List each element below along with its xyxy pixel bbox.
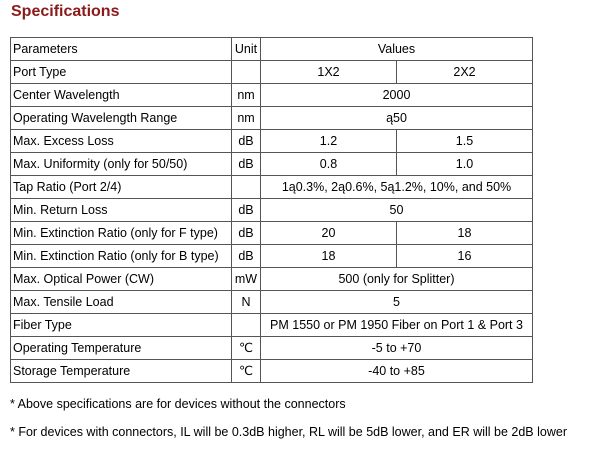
value-cell: 500 (only for Splitter)	[260, 267, 533, 291]
table-row: Port Type 1X2 2X2	[10, 60, 533, 84]
table-row: Min. Return Loss dB 50	[10, 198, 533, 222]
parameter-cell: Max. Optical Power (CW)	[10, 267, 232, 291]
value-cell-1x2: 1.2	[260, 129, 397, 153]
value-cell: -5 to +70	[260, 336, 533, 360]
parameter-cell: Port Type	[10, 60, 232, 84]
header-parameters: Parameters	[10, 37, 232, 61]
header-values: Values	[260, 37, 533, 61]
unit-cell: nm	[231, 83, 261, 107]
unit-cell: dB	[231, 221, 261, 245]
table-row: Storage Temperature ℃ -40 to +85	[10, 359, 533, 383]
unit-cell: ℃	[231, 359, 261, 383]
unit-cell: ℃	[231, 336, 261, 360]
value-cell-2x2: 2X2	[396, 60, 533, 84]
value-cell-1x2: 0.8	[260, 152, 397, 176]
table-row: Center Wavelength nm 2000	[10, 83, 533, 107]
value-cell-2x2: 1.5	[396, 129, 533, 153]
parameter-cell: Operating Temperature	[10, 336, 232, 360]
table-row: Max. Uniformity (only for 50/50) dB 0.8 1.0	[10, 152, 533, 176]
parameter-cell: Center Wavelength	[10, 83, 232, 107]
value-cell-2x2: 16	[396, 244, 533, 268]
value-cell: PM 1550 or PM 1950 Fiber on Port 1 & Por…	[260, 313, 533, 337]
unit-cell	[231, 60, 261, 84]
value-cell-1x2: 18	[260, 244, 397, 268]
value-cell-2x2: 18	[396, 221, 533, 245]
table-row: Max. Optical Power (CW) mW 500 (only for S…	[10, 267, 533, 291]
value-cell: 50	[260, 198, 533, 222]
table-row: Min. Extinction Ratio (only for B type) d…	[10, 244, 533, 268]
parameter-cell: Min. Return Loss	[10, 198, 232, 222]
page-title: Specifications	[11, 3, 120, 20]
unit-cell: dB	[231, 244, 261, 268]
parameter-cell: Min. Extinction Ratio (only for B type)	[10, 244, 232, 268]
parameter-cell: Operating Wavelength Range	[10, 106, 232, 130]
parameter-cell: Storage Temperature	[10, 359, 232, 383]
unit-cell: dB	[231, 152, 261, 176]
unit-cell	[231, 313, 261, 337]
unit-cell: N	[231, 290, 261, 314]
parameter-cell: Min. Extinction Ratio (only for F type)	[10, 221, 232, 245]
table-header-row: Parameters Unit Values	[10, 37, 533, 61]
footnote-2: * For devices with connectors, IL will b…	[10, 425, 567, 439]
table-row: Operating Temperature ℃ -5 to +70	[10, 336, 533, 360]
value-cell: -40 to +85	[260, 359, 533, 383]
value-cell: 5	[260, 290, 533, 314]
unit-cell: nm	[231, 106, 261, 130]
table-row: Min. Extinction Ratio (only for F type) d…	[10, 221, 533, 245]
unit-cell: dB	[231, 129, 261, 153]
value-cell: ą50	[260, 106, 533, 130]
table-row: Fiber Type PM 1550 or PM 1950 Fiber on Po…	[10, 313, 533, 337]
unit-cell: dB	[231, 198, 261, 222]
parameter-cell: Fiber Type	[10, 313, 232, 337]
table-row: Max. Excess Loss dB 1.2 1.5	[10, 129, 533, 153]
value-cell-1x2: 1X2	[260, 60, 397, 84]
footnote-1: * Above specifications are for devices w…	[10, 397, 346, 411]
parameter-cell: Tap Ratio (Port 2/4)	[10, 175, 232, 199]
value-cell-2x2: 1.0	[396, 152, 533, 176]
table-row: Max. Tensile Load N 5	[10, 290, 533, 314]
table-row: Tap Ratio (Port 2/4) 1ą0.3%, 2ą0.6%, 5ą1.…	[10, 175, 533, 199]
parameter-cell: Max. Excess Loss	[10, 129, 232, 153]
spec-table: Parameters Unit Values Port Type 1X2 2X2 Ce…	[10, 37, 533, 383]
unit-cell	[231, 175, 261, 199]
value-cell: 1ą0.3%, 2ą0.6%, 5ą1.2%, 10%, and 50%	[260, 175, 533, 199]
parameter-cell: Max. Uniformity (only for 50/50)	[10, 152, 232, 176]
header-unit: Unit	[231, 37, 261, 61]
value-cell: 2000	[260, 83, 533, 107]
table-row: Operating Wavelength Range nm ą50	[10, 106, 533, 130]
unit-cell: mW	[231, 267, 261, 291]
value-cell-1x2: 20	[260, 221, 397, 245]
parameter-cell: Max. Tensile Load	[10, 290, 232, 314]
